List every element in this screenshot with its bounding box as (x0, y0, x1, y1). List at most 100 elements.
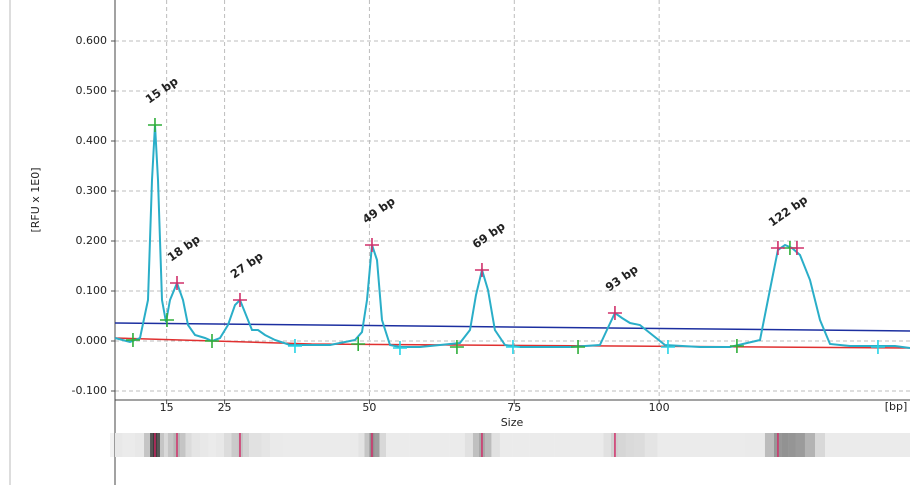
gel-band (626, 433, 635, 457)
gel-band (765, 433, 774, 457)
page: {"chart_data": { "type": "line", "y_labe… (0, 0, 910, 485)
gel-band (243, 433, 249, 457)
gel-band (115, 433, 123, 457)
gel-band (395, 433, 410, 457)
gel-band (359, 433, 365, 457)
gel-band (231, 433, 237, 457)
y-tick-label: 0.500 (76, 84, 108, 97)
peak-cross (771, 241, 785, 255)
chart: [RFU x 1E0] Size [bp] -0.100 0.000 0.100 0.… (0, 0, 910, 485)
peak-cross (608, 306, 622, 320)
gel-band (805, 433, 815, 457)
gel-band (249, 433, 255, 457)
marker-cross (571, 340, 585, 354)
gel-band (386, 433, 395, 457)
gel-band (180, 433, 186, 457)
gel-band (491, 433, 499, 457)
gel-band (825, 433, 840, 457)
y-tick-label: 0.200 (76, 234, 108, 247)
marker-cross (393, 341, 407, 355)
gel-band (796, 433, 805, 457)
y-tick-label: 0.300 (76, 184, 108, 197)
gel-band (338, 433, 350, 457)
peak-cross (170, 276, 184, 290)
peak-cross (365, 238, 379, 252)
gel-band (156, 433, 160, 457)
y-axis-label: [RFU x 1E0] (29, 167, 42, 232)
gel-band (635, 433, 645, 457)
gel-band (200, 433, 208, 457)
gel-band (862, 433, 885, 457)
gel-band (123, 433, 136, 457)
gel-band (815, 433, 825, 457)
peak-label: 27 bp (228, 249, 266, 281)
x-axis-label: Size (501, 416, 524, 429)
gel-band (885, 433, 902, 457)
gel-band (485, 433, 491, 457)
y-tick-label: 0.600 (76, 34, 108, 47)
gel-band (902, 433, 910, 457)
gel-band (160, 433, 164, 457)
y-tick-label: 0.400 (76, 134, 108, 147)
marker-cross (148, 118, 162, 132)
gel-band (224, 433, 232, 457)
gel-band (144, 433, 150, 457)
peak-cross (475, 263, 489, 277)
y-tick-label: -0.100 (72, 384, 107, 397)
peak-label: 15 bp (143, 74, 181, 106)
peak-label: 18 bp (165, 232, 203, 264)
gel-band (208, 433, 216, 457)
gel-band (603, 433, 611, 457)
marker-cross (506, 340, 520, 354)
gel-band (618, 433, 626, 457)
gel-band (216, 433, 224, 457)
trace-line (115, 323, 910, 331)
gel-band (168, 433, 174, 457)
marker-cross (126, 333, 140, 347)
gel-band (192, 433, 200, 457)
gel-band (512, 433, 529, 457)
gel-band (320, 433, 337, 457)
gel-band (788, 433, 796, 457)
gel-band (465, 433, 473, 457)
gel-band (255, 433, 262, 457)
gel-band (715, 433, 745, 457)
x-axis-unit: [bp] (885, 400, 908, 413)
gel-band (350, 433, 359, 457)
gel-band (450, 433, 465, 457)
gel-band (135, 433, 144, 457)
marker-cross (160, 313, 174, 327)
gel-band (262, 433, 270, 457)
marker-cross (351, 337, 365, 351)
gel-band (530, 433, 555, 457)
gel-band (164, 433, 168, 457)
gel-band (374, 433, 379, 457)
marker-cross (661, 340, 675, 354)
peak-label: 93 bp (603, 262, 641, 294)
gel-band (270, 433, 282, 457)
marker-cross (790, 241, 804, 255)
peak-label: 122 bp (766, 192, 810, 229)
gel-band (473, 433, 479, 457)
y-tick-label: 0.000 (76, 334, 108, 347)
gel-band (840, 433, 863, 457)
gel-band (555, 433, 585, 457)
gel-band (379, 433, 386, 457)
gel-band (745, 433, 765, 457)
gel-band (645, 433, 658, 457)
gel-band (365, 433, 370, 457)
gel-band (682, 433, 714, 457)
y-tick-label: 0.100 (76, 284, 108, 297)
peak-label: 69 bp (470, 219, 508, 251)
gel-band (150, 433, 153, 457)
marker-cross (871, 340, 885, 354)
gel-band (186, 433, 192, 457)
gel-band (657, 433, 682, 457)
gel-band (300, 433, 320, 457)
gel-band (781, 433, 788, 457)
gel-band (282, 433, 299, 457)
gel-band (500, 433, 513, 457)
marker-cross (205, 334, 219, 348)
gel-band (430, 433, 450, 457)
peak-label: 49 bp (360, 194, 398, 226)
